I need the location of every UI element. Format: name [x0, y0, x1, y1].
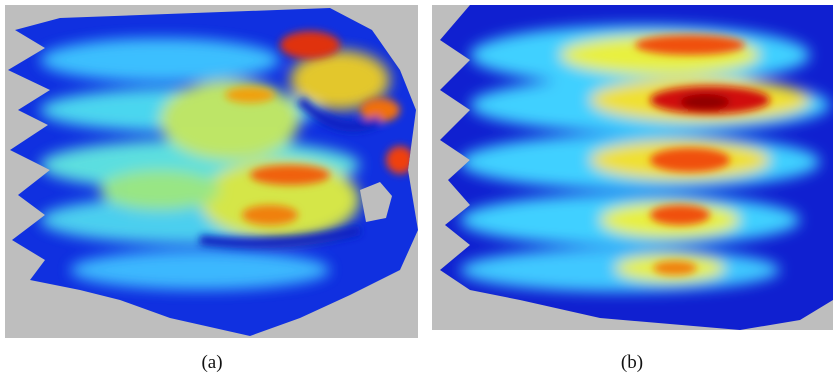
panel-a [5, 5, 418, 338]
caption-b: (b) [620, 352, 644, 373]
caption-a: (a) [201, 352, 223, 373]
panel-b [432, 5, 833, 330]
panels [5, 5, 833, 338]
